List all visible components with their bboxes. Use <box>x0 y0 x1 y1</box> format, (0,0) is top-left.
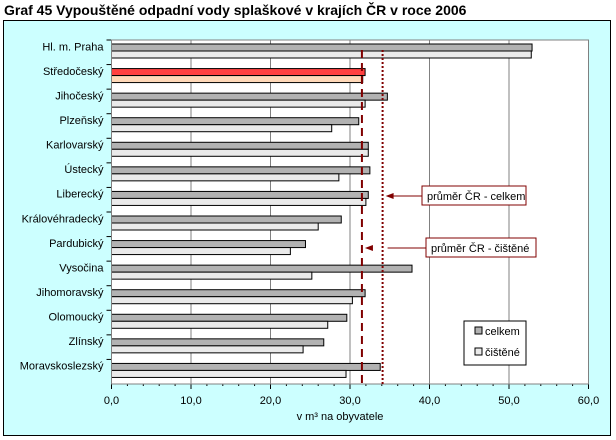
bar-celkem <box>111 68 366 77</box>
x-axis-label: v m³ na obyvatele <box>297 411 384 423</box>
bar-celkem <box>111 92 388 101</box>
bar-čištěné <box>111 75 364 84</box>
x-tick-label: 60,0 <box>578 395 599 407</box>
callout-label: průměr ČR - celkem <box>427 190 525 203</box>
y-tick-label: Vysočina <box>59 262 104 274</box>
y-tick-label: Jihomoravský <box>36 287 104 299</box>
bar-celkem <box>111 141 369 150</box>
x-tick-label: 50,0 <box>498 395 519 407</box>
y-tick-label: Karlovarský <box>46 140 104 152</box>
bar-celkem <box>111 190 369 199</box>
y-tick-label: Pardubický <box>49 238 104 250</box>
y-tick-label: Olomoucký <box>48 312 104 324</box>
legend-swatch <box>474 326 483 335</box>
bar-čištěné <box>111 124 333 133</box>
bar-celkem <box>111 117 360 126</box>
bar-čištěné <box>111 99 366 108</box>
bar-celkem <box>111 264 413 273</box>
y-tick-label: Jihočeský <box>55 90 104 102</box>
legend-label: čištěné <box>485 347 520 359</box>
bar-celkem <box>111 166 371 175</box>
callout-box <box>421 185 527 206</box>
x-tick-label: 40,0 <box>419 395 440 407</box>
x-tick-label: 20,0 <box>260 395 281 407</box>
bar-čištěné <box>111 148 369 157</box>
bar-čištěné <box>111 296 353 305</box>
bar-čištěné <box>111 345 304 354</box>
y-tick-label: Liberecký <box>56 189 104 201</box>
bar-čištěné <box>111 320 329 329</box>
y-tick-label: Ústecký <box>64 163 104 176</box>
y-tick-label: Středočeský <box>43 66 104 78</box>
y-tick-label: Plzeňský <box>59 115 104 127</box>
bar-celkem <box>111 338 325 347</box>
plot-border <box>111 39 589 385</box>
bar-čištěné <box>111 50 532 59</box>
chart-title: Graf 45 Vypouštěné odpadní vody splaškov… <box>4 2 467 18</box>
y-tick-label: Královéhradecký <box>22 213 104 225</box>
bar-celkem <box>111 289 366 298</box>
bar-čištěné <box>111 222 319 231</box>
y-tick-label: Hl. m. Praha <box>42 41 104 53</box>
legend <box>463 320 527 366</box>
bar-celkem <box>111 240 306 249</box>
callout-box <box>425 237 537 258</box>
bar-čištěné <box>111 369 347 378</box>
bar-celkem <box>111 43 533 52</box>
bar-čištěné <box>111 173 340 182</box>
arrow-icon <box>385 193 394 199</box>
bar-celkem <box>111 362 381 371</box>
y-tick-label: Zlínský <box>69 336 104 348</box>
arrow-icon <box>364 245 373 251</box>
callout-label: průměr ČR - čištěné <box>431 242 529 255</box>
legend-label: celkem <box>485 326 520 338</box>
legend-swatch <box>474 347 483 356</box>
bar-čištěné <box>111 197 367 206</box>
x-tick-label: 30,0 <box>339 395 360 407</box>
bar-celkem <box>111 215 342 224</box>
bar-celkem <box>111 313 348 322</box>
y-tick-label: Moravskoslezský <box>20 361 104 373</box>
bar-čištěné <box>111 271 313 280</box>
x-tick-label: 10,0 <box>180 395 201 407</box>
bar-čištěné <box>111 247 291 256</box>
x-tick-label: 0,0 <box>104 395 119 407</box>
